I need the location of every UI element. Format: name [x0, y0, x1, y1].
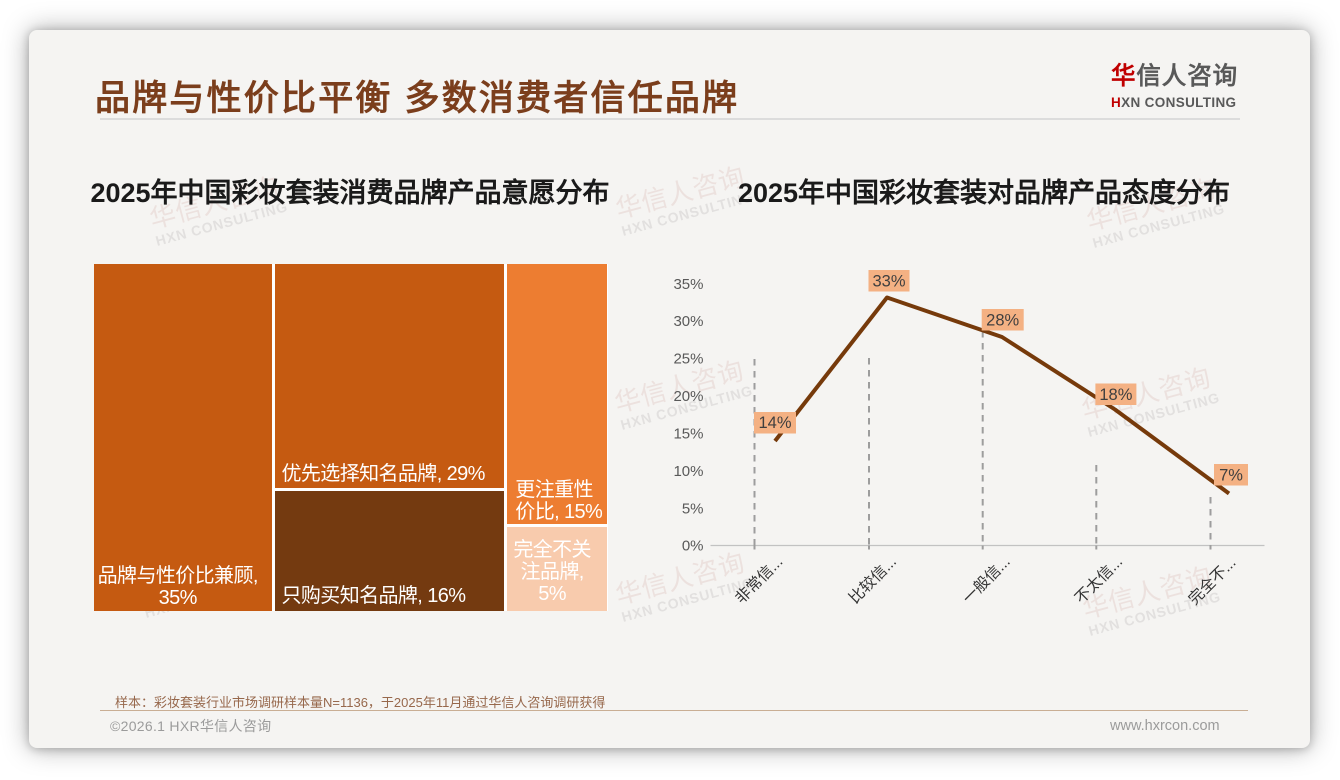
svg-text:25%: 25% — [673, 351, 703, 368]
svg-text:完全不...: 完全不... — [1185, 554, 1240, 609]
svg-text:0%: 0% — [682, 538, 704, 555]
svg-text:30%: 30% — [673, 313, 703, 330]
svg-text:7%: 7% — [1219, 467, 1243, 485]
svg-text:15%: 15% — [673, 425, 703, 442]
svg-text:33%: 33% — [872, 273, 905, 291]
svg-text:不太信...: 不太信... — [1071, 553, 1126, 608]
svg-text:5%: 5% — [682, 500, 704, 517]
svg-text:14%: 14% — [758, 414, 791, 432]
svg-text:28%: 28% — [986, 312, 1019, 330]
svg-text:一般信...: 一般信... — [959, 553, 1014, 608]
svg-text:10%: 10% — [673, 463, 703, 480]
svg-text:20%: 20% — [673, 388, 703, 405]
svg-text:35%: 35% — [673, 276, 703, 293]
svg-text:比较信...: 比较信... — [845, 553, 900, 608]
svg-text:18%: 18% — [1099, 386, 1132, 404]
svg-text:非常信...: 非常信... — [732, 553, 787, 608]
